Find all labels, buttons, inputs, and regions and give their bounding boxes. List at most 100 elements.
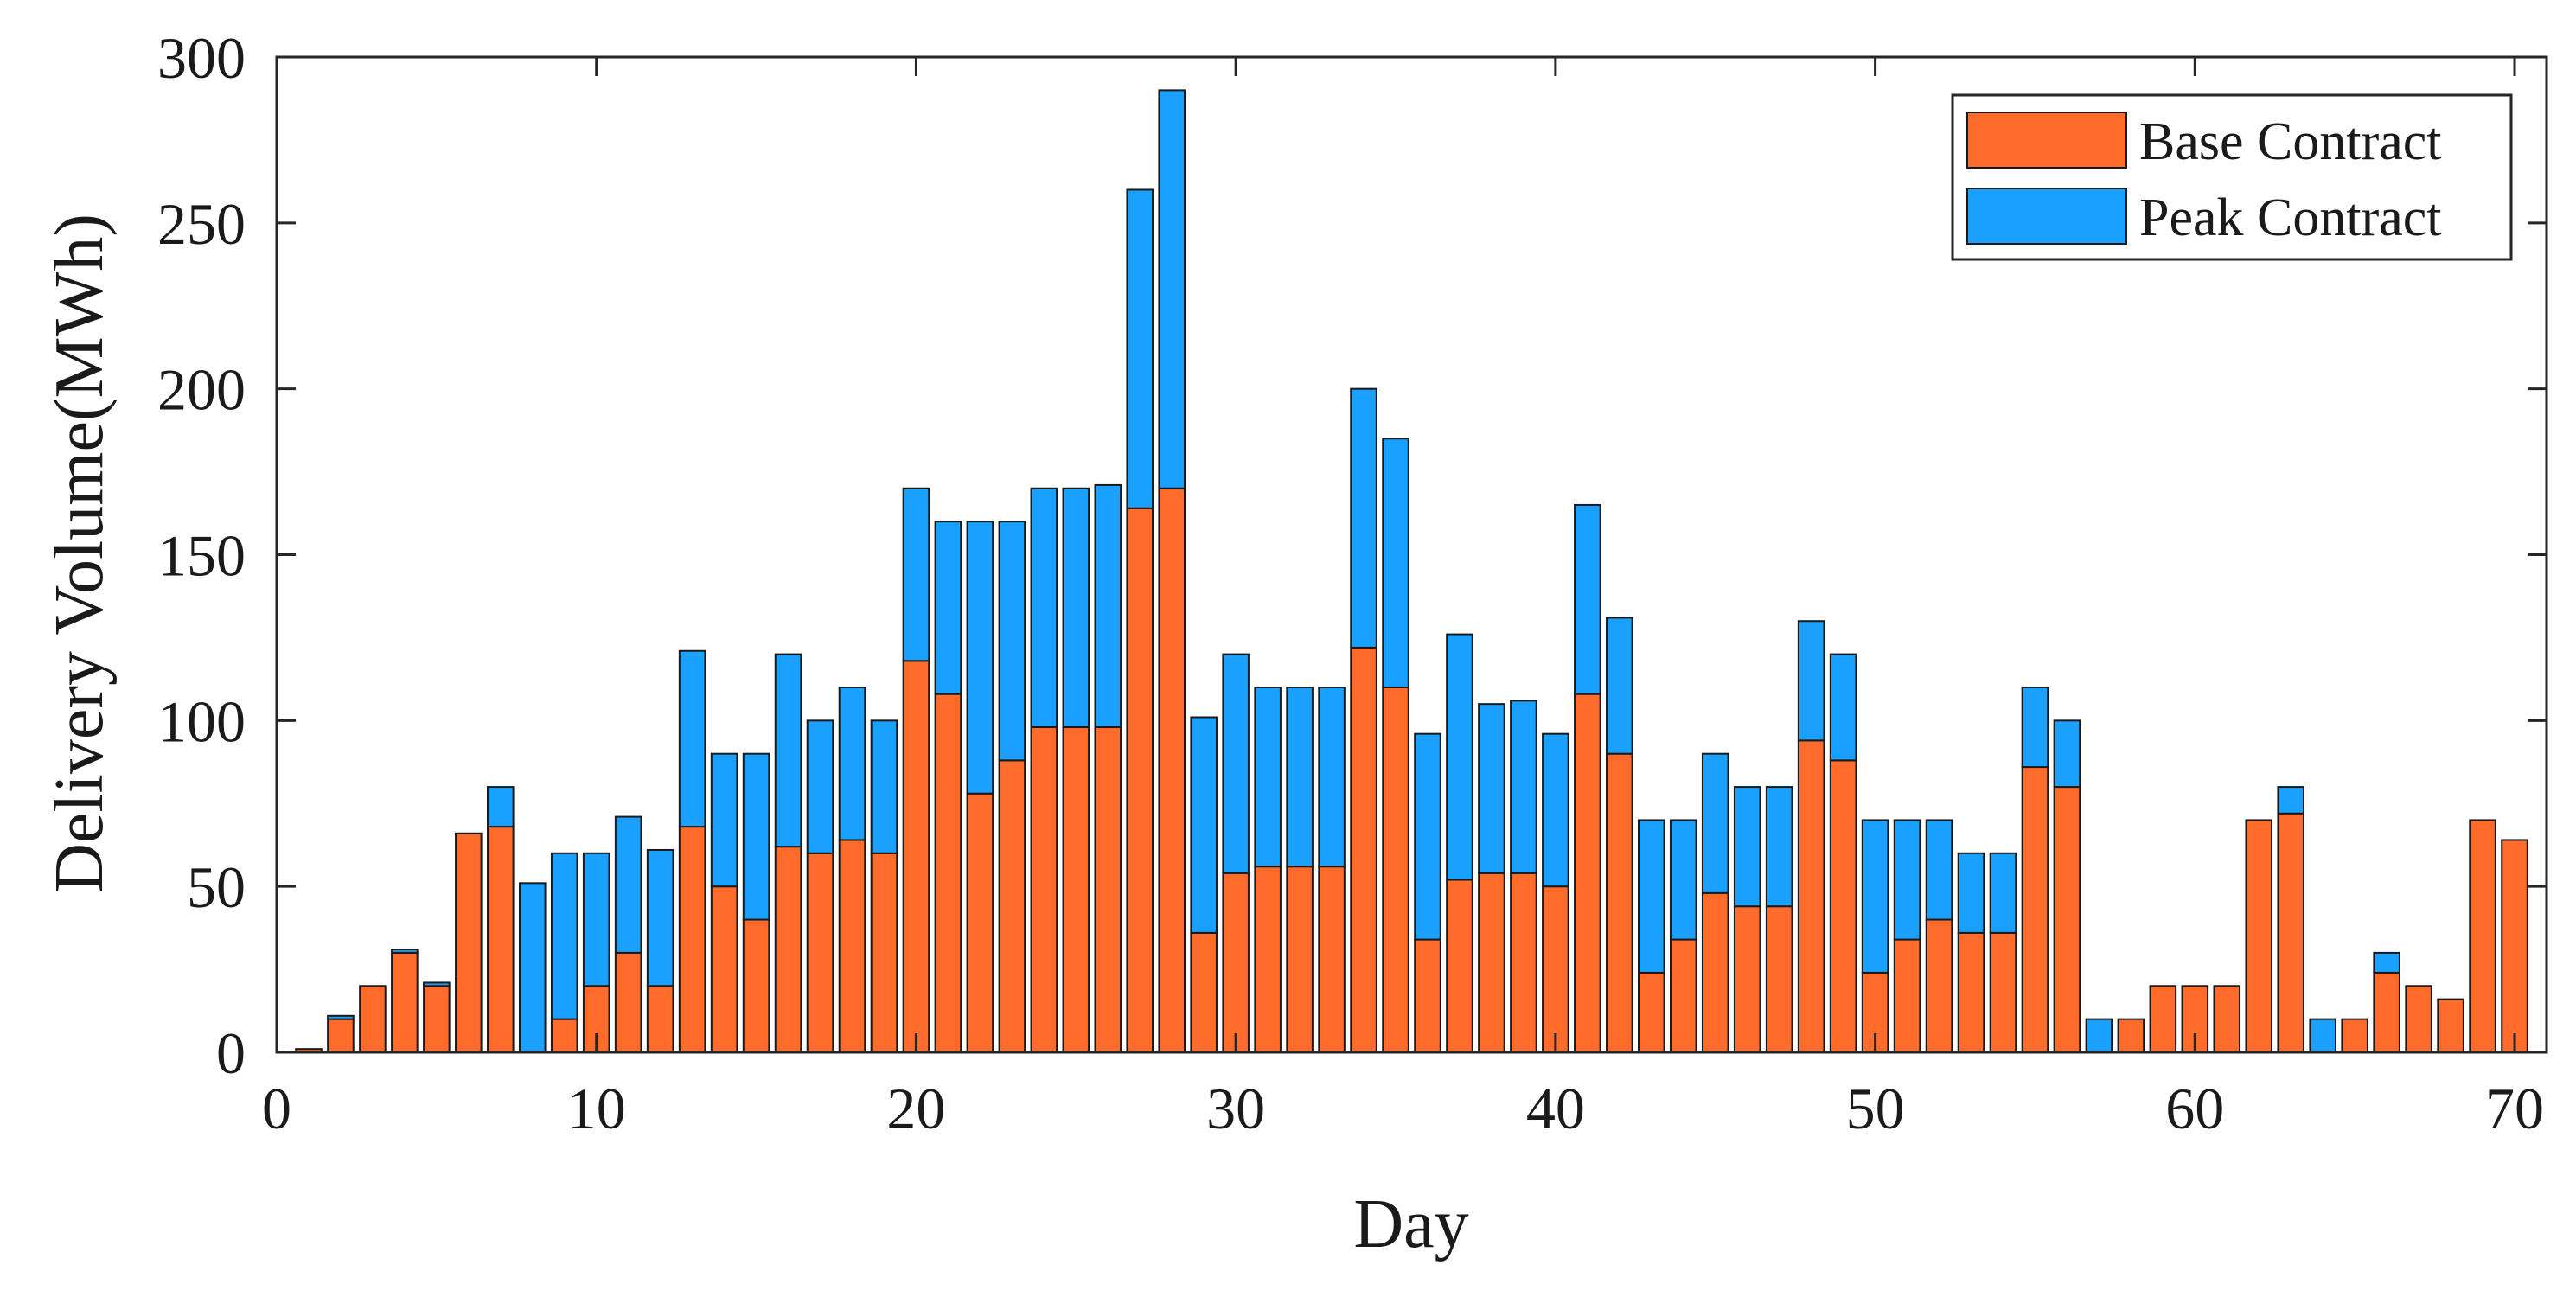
bar-peak-contract-day-52 bbox=[1925, 819, 1953, 921]
bar-base-contract-day-45 bbox=[1701, 891, 1729, 1053]
bar-peak-contract-day-56 bbox=[2053, 719, 2081, 789]
bar-base-contract-day-19 bbox=[870, 852, 898, 1053]
bar-peak-contract-day-63 bbox=[2277, 786, 2305, 815]
bar-base-contract-day-35 bbox=[1382, 686, 1409, 1053]
bar-peak-contract-day-33 bbox=[1318, 686, 1346, 868]
bar-base-contract-day-28 bbox=[1158, 487, 1186, 1053]
bar-base-contract-day-11 bbox=[614, 951, 642, 1054]
bar-peak-contract-day-29 bbox=[1190, 716, 1218, 934]
bar-base-contract-day-22 bbox=[966, 792, 994, 1053]
bar-peak-contract-day-14 bbox=[710, 752, 738, 888]
bar-base-contract-day-48 bbox=[1797, 739, 1825, 1053]
bar-peak-contract-day-26 bbox=[1094, 483, 1122, 729]
bar-base-contract-day-46 bbox=[1733, 905, 1761, 1053]
bar-base-contract-day-55 bbox=[2021, 766, 2049, 1053]
bar-base-contract-day-38 bbox=[1478, 872, 1505, 1053]
bar-base-contract-day-58 bbox=[2117, 1018, 2145, 1054]
bar-base-contract-day-39 bbox=[1510, 872, 1537, 1053]
bars-group bbox=[295, 89, 2528, 1054]
bar-base-contract-day-31 bbox=[1254, 866, 1282, 1054]
legend: Base Contract Peak Contract bbox=[1951, 93, 2513, 261]
bar-base-contract-day-53 bbox=[1957, 931, 1985, 1053]
bar-peak-contract-day-23 bbox=[998, 521, 1026, 762]
bar-base-contract-day-59 bbox=[2149, 985, 2177, 1054]
bar-peak-contract-day-30 bbox=[1222, 653, 1250, 874]
bar-peak-contract-day-7 bbox=[487, 786, 515, 828]
bar-peak-contract-day-24 bbox=[1030, 487, 1058, 729]
y-tick-label: 150 bbox=[157, 523, 246, 589]
legend-label-peak-contract: Peak Contract bbox=[2139, 188, 2442, 247]
bar-peak-contract-day-31 bbox=[1254, 686, 1282, 868]
y-tick-label: 200 bbox=[157, 357, 246, 423]
bar-base-contract-day-70 bbox=[2501, 839, 2528, 1054]
x-tick-label: 60 bbox=[2165, 1076, 2224, 1141]
x-tick-label: 10 bbox=[567, 1076, 626, 1141]
bar-base-contract-day-40 bbox=[1542, 885, 1569, 1054]
bar-base-contract-day-9 bbox=[550, 1018, 578, 1054]
bar-peak-contract-day-64 bbox=[2309, 1018, 2336, 1054]
bar-base-contract-day-29 bbox=[1190, 931, 1218, 1053]
x-axis-label: Day bbox=[1353, 1186, 1468, 1262]
bar-peak-contract-day-38 bbox=[1478, 703, 1505, 874]
bar-peak-contract-day-27 bbox=[1126, 188, 1154, 509]
bar-base-contract-day-21 bbox=[934, 693, 962, 1053]
bar-peak-contract-day-57 bbox=[2085, 1018, 2113, 1054]
bar-base-contract-day-15 bbox=[742, 918, 770, 1054]
bar-peak-contract-day-37 bbox=[1446, 633, 1473, 881]
bar-base-contract-day-68 bbox=[2437, 998, 2464, 1053]
bar-peak-contract-day-16 bbox=[774, 653, 802, 848]
bar-peak-contract-day-10 bbox=[582, 852, 610, 987]
bar-peak-contract-day-11 bbox=[614, 815, 642, 954]
bar-peak-contract-day-20 bbox=[902, 487, 930, 662]
bar-peak-contract-day-49 bbox=[1829, 653, 1857, 762]
bar-peak-contract-day-25 bbox=[1062, 487, 1090, 729]
bar-peak-contract-day-40 bbox=[1542, 732, 1569, 888]
y-axis-ticks: 0 50 100 150 200 250 300 bbox=[157, 25, 2547, 1086]
legend-swatch-base-contract bbox=[1966, 112, 2127, 169]
y-tick-label: 100 bbox=[157, 688, 246, 754]
bar-base-contract-day-62 bbox=[2245, 819, 2273, 1053]
legend-label-base-contract: Base Contract bbox=[2139, 112, 2442, 171]
bar-base-contract-day-13 bbox=[678, 826, 706, 1053]
bar-peak-contract-day-21 bbox=[934, 521, 962, 695]
bar-peak-contract-day-12 bbox=[646, 848, 674, 987]
bar-peak-contract-day-32 bbox=[1286, 686, 1314, 868]
bar-base-contract-day-26 bbox=[1094, 726, 1122, 1053]
bar-base-contract-day-4 bbox=[391, 951, 419, 1054]
bar-peak-contract-day-54 bbox=[1989, 852, 2017, 934]
bar-base-contract-day-65 bbox=[2341, 1018, 2368, 1054]
bar-base-contract-day-63 bbox=[2277, 812, 2305, 1053]
bar-base-contract-day-2 bbox=[327, 1018, 355, 1054]
y-tick-label: 300 bbox=[157, 25, 246, 91]
bar-base-contract-day-23 bbox=[998, 759, 1026, 1053]
x-axis-ticks: 0 10 20 30 40 50 60 70 bbox=[262, 57, 2544, 1141]
bar-base-contract-day-20 bbox=[902, 660, 930, 1054]
bar-peak-contract-day-4 bbox=[391, 949, 419, 954]
bar-base-contract-day-18 bbox=[838, 839, 866, 1054]
bar-peak-contract-day-43 bbox=[1638, 819, 1665, 974]
bar-peak-contract-day-45 bbox=[1701, 752, 1729, 894]
bar-peak-contract-day-36 bbox=[1414, 732, 1441, 941]
bar-peak-contract-day-39 bbox=[1510, 700, 1537, 874]
bar-base-contract-day-30 bbox=[1222, 872, 1250, 1053]
bar-base-contract-day-44 bbox=[1669, 938, 1697, 1054]
bar-peak-contract-day-53 bbox=[1957, 852, 1985, 934]
x-tick-label: 70 bbox=[2485, 1076, 2544, 1141]
bar-base-contract-day-7 bbox=[487, 826, 515, 1053]
bar-base-contract-day-27 bbox=[1126, 507, 1154, 1053]
bar-base-contract-day-32 bbox=[1286, 866, 1314, 1054]
bar-peak-contract-day-5 bbox=[423, 981, 451, 987]
y-tick-label: 0 bbox=[216, 1020, 246, 1086]
bar-base-contract-day-17 bbox=[806, 852, 834, 1053]
bar-base-contract-day-6 bbox=[455, 832, 483, 1054]
bar-base-contract-day-52 bbox=[1925, 918, 1953, 1054]
bar-peak-contract-day-19 bbox=[870, 719, 898, 854]
bar-base-contract-day-54 bbox=[1989, 931, 2017, 1053]
bar-peak-contract-day-8 bbox=[518, 882, 547, 1054]
x-tick-label: 30 bbox=[1206, 1076, 1265, 1141]
x-tick-label: 0 bbox=[262, 1076, 291, 1141]
bar-peak-contract-day-55 bbox=[2021, 686, 2049, 769]
bar-base-contract-day-14 bbox=[710, 885, 738, 1054]
bar-base-contract-day-69 bbox=[2469, 819, 2496, 1053]
